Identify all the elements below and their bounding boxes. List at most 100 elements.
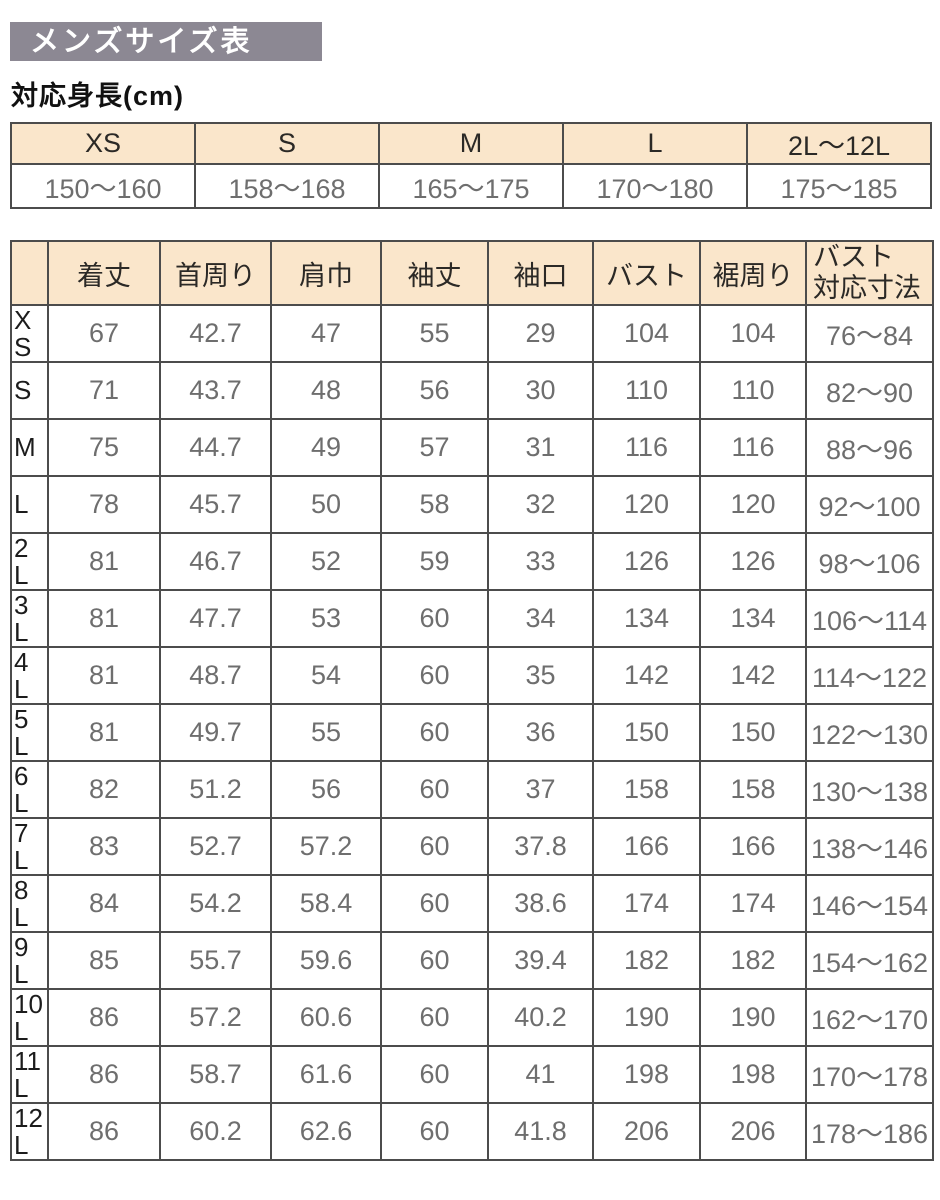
size-cell: 59.6 — [270, 931, 382, 991]
size-cell: 150 — [699, 703, 807, 763]
size-cell: 182 — [699, 931, 807, 991]
size-cell: 40.2 — [487, 988, 594, 1048]
size-row-12l: 12 L 86 60.2 62.6 60 41.8 206 206 178〜18… — [10, 1102, 934, 1162]
size-cell: 62.6 — [270, 1102, 382, 1162]
size-cell: 162〜170 — [805, 988, 934, 1048]
size-cell: 58.7 — [159, 1045, 272, 1105]
size-row-label: X S — [10, 304, 49, 364]
size-cell: 60 — [380, 1102, 489, 1162]
size-cell: 44.7 — [159, 418, 272, 478]
size-cell: 50 — [270, 475, 382, 535]
height-table-header-row: XS S M L 2L〜12L — [10, 122, 932, 165]
size-cell: 53 — [270, 589, 382, 649]
size-cell: 41 — [487, 1045, 594, 1105]
size-cell: 190 — [592, 988, 701, 1048]
size-cell: 84 — [47, 874, 161, 934]
size-cell: 57 — [380, 418, 489, 478]
size-cell: 34 — [487, 589, 594, 649]
size-cell: 76〜84 — [805, 304, 934, 364]
size-cell: 206 — [592, 1102, 701, 1162]
size-cell: 33 — [487, 532, 594, 592]
size-row-label: 8 L — [10, 874, 49, 934]
size-cell: 75 — [47, 418, 161, 478]
size-cell: 49.7 — [159, 703, 272, 763]
size-cell: 81 — [47, 703, 161, 763]
size-cell: 60 — [380, 874, 489, 934]
size-cell: 47.7 — [159, 589, 272, 649]
size-row-label: 9 L — [10, 931, 49, 991]
size-cell: 81 — [47, 532, 161, 592]
size-row-4l: 4 L 81 48.7 54 60 35 142 142 114〜122 — [10, 646, 934, 706]
size-cell: 116 — [699, 418, 807, 478]
size-cell: 142 — [699, 646, 807, 706]
size-cell: 55 — [380, 304, 489, 364]
size-row-label: L — [10, 475, 49, 535]
size-row-xs: X S 67 42.7 47 55 29 104 104 76〜84 — [10, 304, 934, 364]
size-cell: 32 — [487, 475, 594, 535]
size-cell: 48.7 — [159, 646, 272, 706]
height-value-m: 165〜175 — [378, 163, 564, 209]
size-cell: 60 — [380, 1045, 489, 1105]
col-header-bust: バスト — [592, 239, 701, 307]
size-cell: 81 — [47, 646, 161, 706]
height-value-s: 158〜168 — [194, 163, 380, 209]
size-cell: 58.4 — [270, 874, 382, 934]
size-cell: 104 — [699, 304, 807, 364]
size-table-header-row: 着丈 首周り 肩巾 袖丈 袖口 バスト 裾周り バスト 対応寸法 — [10, 239, 934, 307]
height-col-s: S — [194, 122, 380, 165]
size-cell: 174 — [699, 874, 807, 934]
size-row-label: S — [10, 361, 49, 421]
size-row-8l: 8 L 84 54.2 58.4 60 38.6 174 174 146〜154 — [10, 874, 934, 934]
size-cell: 86 — [47, 988, 161, 1048]
height-heading: 対応身長(cm) — [11, 81, 185, 111]
size-cell: 81 — [47, 589, 161, 649]
size-cell: 54.2 — [159, 874, 272, 934]
size-cell: 92〜100 — [805, 475, 934, 535]
size-cell: 56 — [270, 760, 382, 820]
height-value-xs: 150〜160 — [10, 163, 196, 209]
size-cell: 52 — [270, 532, 382, 592]
size-row-label: 2 L — [10, 532, 49, 592]
size-cell: 51.2 — [159, 760, 272, 820]
size-cell: 58 — [380, 475, 489, 535]
size-row-label: 6 L — [10, 760, 49, 820]
size-row-label: 3 L — [10, 589, 49, 649]
size-row-10l: 10 L 86 57.2 60.6 60 40.2 190 190 162〜17… — [10, 988, 934, 1048]
size-cell: 41.8 — [487, 1102, 594, 1162]
size-cell: 39.4 — [487, 931, 594, 991]
size-cell: 45.7 — [159, 475, 272, 535]
size-cell: 54 — [270, 646, 382, 706]
page: メンズサイズ表 対応身長(cm) XS S M L 2L〜12L 150〜160… — [10, 22, 934, 1162]
size-cell: 67 — [47, 304, 161, 364]
size-cell: 82 — [47, 760, 161, 820]
size-cell: 166 — [699, 817, 807, 877]
size-row-label: 11 L — [10, 1045, 49, 1105]
size-cell: 106〜114 — [805, 589, 934, 649]
size-row-label: 12 L — [10, 1102, 49, 1162]
size-cell: 126 — [699, 532, 807, 592]
size-cell: 104 — [592, 304, 701, 364]
size-row-7l: 7 L 83 52.7 57.2 60 37.8 166 166 138〜146 — [10, 817, 934, 877]
size-cell: 88〜96 — [805, 418, 934, 478]
size-cell: 37.8 — [487, 817, 594, 877]
size-cell: 142 — [592, 646, 701, 706]
size-cell: 57.2 — [270, 817, 382, 877]
size-cell: 158 — [699, 760, 807, 820]
size-cell: 114〜122 — [805, 646, 934, 706]
size-row-s: S 71 43.7 48 56 30 110 110 82〜90 — [10, 361, 934, 421]
size-cell: 174 — [592, 874, 701, 934]
size-cell: 198 — [592, 1045, 701, 1105]
size-row-6l: 6 L 82 51.2 56 60 37 158 158 130〜138 — [10, 760, 934, 820]
size-cell: 83 — [47, 817, 161, 877]
col-header-body-length: 着丈 — [47, 239, 161, 307]
height-col-m: M — [378, 122, 564, 165]
height-col-2l-12l: 2L〜12L — [746, 122, 932, 165]
size-cell: 36 — [487, 703, 594, 763]
size-cell: 170〜178 — [805, 1045, 934, 1105]
size-cell: 120 — [699, 475, 807, 535]
size-row-label: 10 L — [10, 988, 49, 1048]
size-cell: 198 — [699, 1045, 807, 1105]
size-cell: 31 — [487, 418, 594, 478]
size-cell: 30 — [487, 361, 594, 421]
size-cell: 60 — [380, 988, 489, 1048]
